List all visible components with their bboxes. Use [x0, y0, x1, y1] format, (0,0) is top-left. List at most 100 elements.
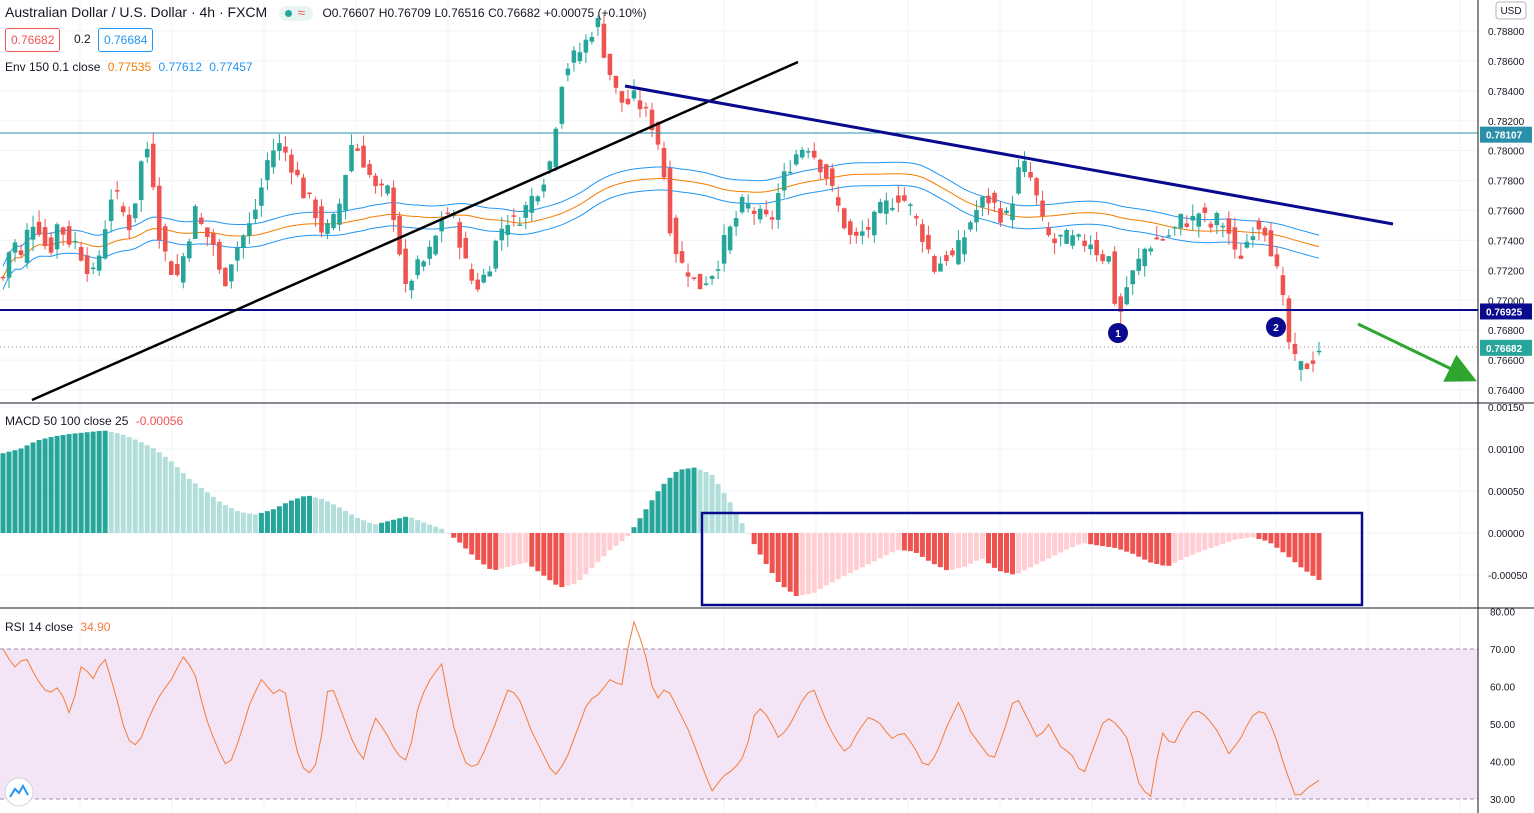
macd-bar [937, 533, 943, 568]
macd-bar [198, 487, 204, 533]
candle-body [1238, 255, 1244, 259]
candle-body [523, 205, 529, 218]
candle-body [511, 215, 517, 217]
currency-box[interactable] [1495, 1, 1527, 20]
ohlc-open: O0.76607 [322, 6, 376, 20]
spread-value: 0.2 [74, 32, 91, 46]
candle-body [1022, 160, 1027, 173]
macd-bar [973, 533, 979, 561]
macd-bar [1040, 533, 1046, 562]
candle [1082, 234, 1087, 252]
tradingview-logo[interactable] [4, 777, 34, 807]
candle [403, 239, 408, 293]
macd-legend[interactable]: MACD 50 100 close 25 -0.00056 [5, 414, 183, 428]
candle [493, 239, 499, 273]
rsi-tick-label: 60.00 [1490, 683, 1515, 694]
macd-bar [1058, 533, 1064, 553]
candle [1004, 207, 1009, 215]
macd-bar [168, 461, 174, 533]
candle [1232, 217, 1238, 259]
candle-body [235, 247, 240, 261]
macd-bar [1112, 533, 1118, 548]
macd-bar [1100, 533, 1106, 547]
candle [415, 255, 420, 280]
candle [541, 178, 547, 198]
candle [289, 149, 294, 185]
macd-bar [631, 527, 637, 533]
candle-body [1064, 230, 1069, 244]
candle [938, 256, 943, 272]
macd-bar [300, 496, 306, 533]
candle [896, 185, 901, 213]
candle [1034, 177, 1039, 205]
candle [1028, 161, 1033, 182]
price-tick-label: 0.78800 [1488, 27, 1525, 38]
candle [709, 274, 715, 285]
macd-bar [138, 442, 144, 533]
candle [944, 250, 949, 266]
sell-price-button[interactable]: 0.76682 [5, 28, 61, 52]
candle [391, 180, 396, 232]
macd-bar [625, 533, 631, 537]
buy-price-button[interactable]: 0.76684 [98, 28, 154, 52]
rsi-legend[interactable]: RSI 14 close 34.90 [5, 620, 110, 634]
rsi-overbought-zone [0, 649, 1478, 799]
candle-body [932, 256, 937, 272]
marker-2[interactable] [1266, 317, 1286, 337]
macd-bar [559, 533, 565, 588]
candle-body [1280, 275, 1286, 295]
macd-bar [96, 431, 102, 533]
candle-body [180, 256, 186, 283]
macd-bar [511, 533, 517, 566]
ohlc-low: L0.76516 [434, 6, 485, 20]
candle-body [463, 237, 468, 259]
candle [373, 172, 378, 194]
macd-bar [1094, 533, 1100, 546]
candle [980, 195, 985, 217]
candle-body [649, 109, 655, 131]
macd-bar [907, 533, 913, 552]
candle-body [253, 209, 258, 220]
status-dot-icon: ≈ [278, 5, 313, 22]
candle [799, 146, 805, 160]
candle [1148, 246, 1154, 256]
candle [66, 220, 72, 248]
candle [445, 207, 450, 215]
candle-body [1136, 258, 1142, 271]
candle-body [1118, 296, 1123, 312]
macd-bar [1034, 533, 1040, 565]
macd-bar [1088, 533, 1094, 545]
candle [90, 262, 96, 275]
candle-body [72, 241, 78, 243]
candle-body [1298, 361, 1304, 370]
macd-bar [174, 467, 180, 533]
candle [108, 189, 114, 233]
candle-body [277, 143, 282, 151]
symbol-title[interactable]: Australian Dollar / U.S. Dollar · 4h · F… [5, 4, 268, 20]
candle [1022, 151, 1027, 178]
candle-body [799, 149, 805, 158]
candle-body [156, 185, 162, 241]
envelope-legend[interactable]: Env 150 0.1 close 0.77535 0.77612 0.7745… [5, 60, 253, 74]
candle [529, 187, 535, 222]
candle [523, 201, 529, 230]
candle [463, 231, 468, 259]
currency-label: USD [1500, 6, 1521, 17]
candle [1238, 243, 1244, 260]
candle-body [1214, 213, 1220, 226]
macd-bar [1250, 533, 1256, 538]
macd-bar [577, 533, 583, 581]
macd-bar [1118, 533, 1124, 550]
macd-bar [1070, 533, 1076, 548]
drawings-layer: 1 2 [0, 60, 1478, 607]
macd-bar [679, 469, 685, 533]
candle-body [307, 192, 312, 195]
candle [331, 212, 336, 231]
candle-body [872, 211, 877, 236]
candle-body [757, 208, 763, 220]
candle [1088, 235, 1093, 256]
price-tags: 0.78107 0.76925 0.76682 [1480, 126, 1532, 356]
macd-bar [60, 434, 66, 533]
marker-1[interactable] [1108, 323, 1128, 343]
candle-body [1112, 251, 1117, 304]
